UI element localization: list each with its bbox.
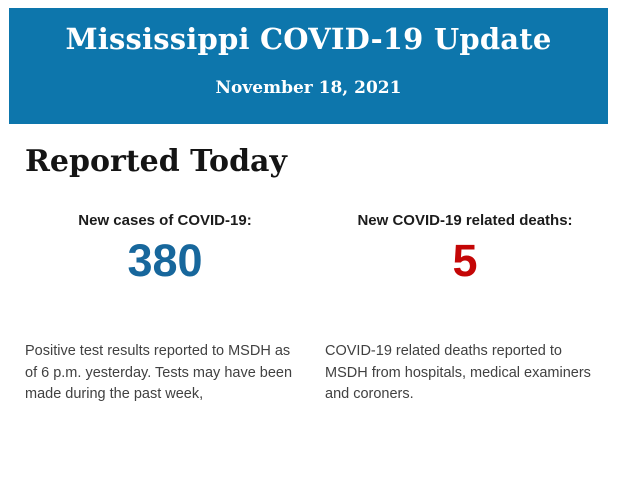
new-cases-label: New cases of COVID-19:	[78, 212, 252, 229]
stat-new-cases: New cases of COVID-19: 380 Positive test…	[25, 211, 305, 406]
header-banner: Mississippi COVID-19 Update November 18,…	[9, 8, 608, 124]
page-title: Mississippi COVID-19 Update	[65, 22, 552, 56]
new-deaths-value: 5	[452, 235, 478, 286]
stat-new-deaths: New COVID-19 related deaths: 5 COVID-19 …	[325, 211, 605, 406]
new-deaths-description: COVID-19 related deaths reported to MSDH…	[325, 343, 591, 402]
new-cases-description: Positive test results reported to MSDH a…	[25, 343, 293, 402]
report-date: November 18, 2021	[215, 78, 402, 98]
section-heading: Reported Today	[25, 144, 287, 179]
stats-columns: New cases of COVID-19: 380 Positive test…	[25, 211, 605, 406]
new-cases-value: 380	[127, 235, 203, 286]
new-deaths-label: New COVID-19 related deaths:	[357, 212, 573, 229]
report-body: Reported Today New cases of COVID-19: 38…	[0, 145, 620, 406]
